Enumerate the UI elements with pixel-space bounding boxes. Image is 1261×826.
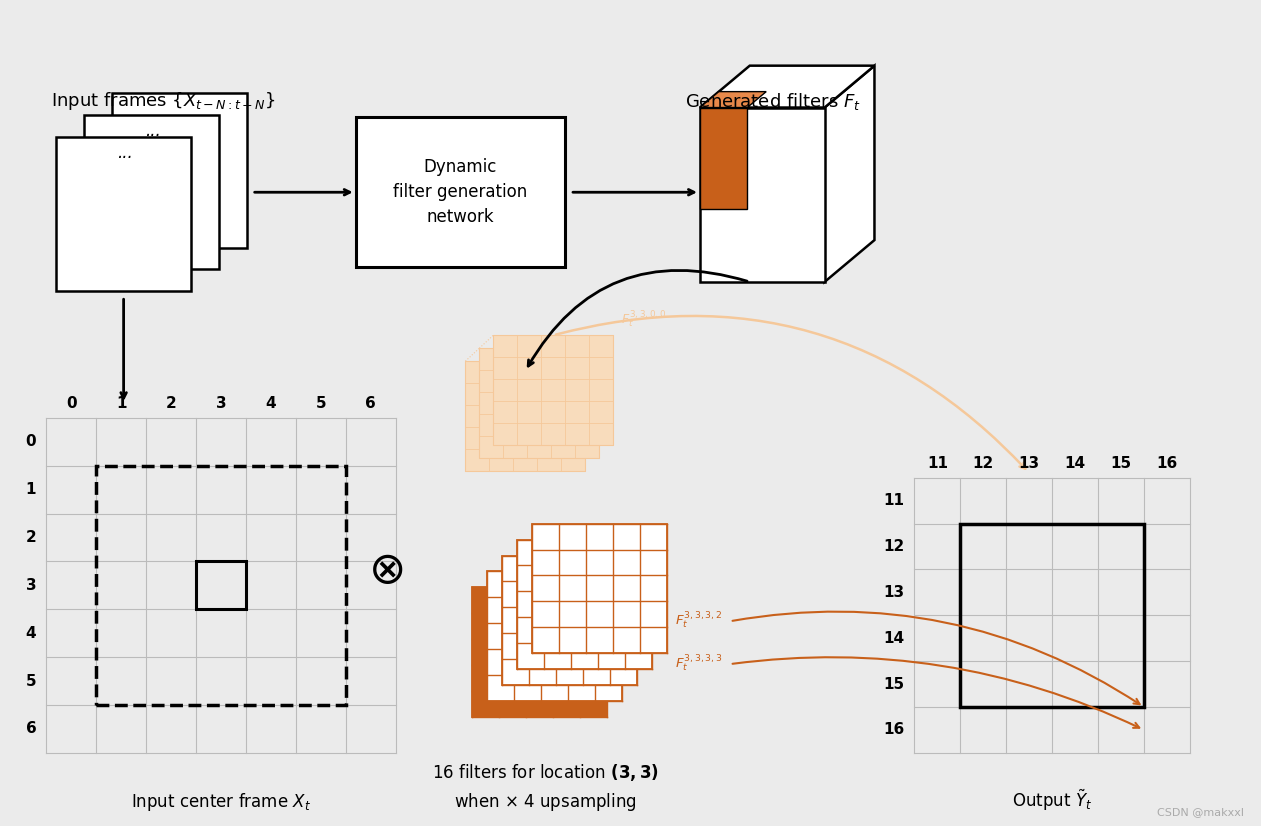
- Bar: [961, 524, 1144, 707]
- Text: Input frames $\{X_{t-N:t+N}\}$: Input frames $\{X_{t-N:t+N}\}$: [52, 90, 276, 112]
- Text: 12: 12: [972, 456, 994, 471]
- Text: 6: 6: [366, 396, 376, 411]
- Bar: [479, 349, 599, 458]
- Text: 5: 5: [25, 673, 37, 689]
- Text: 11: 11: [927, 456, 948, 471]
- Bar: [356, 117, 565, 267]
- Text: 2: 2: [25, 530, 37, 545]
- Text: Output $\tilde{Y}_t$: Output $\tilde{Y}_t$: [1011, 787, 1092, 813]
- Text: 6: 6: [25, 721, 37, 737]
- Text: $F_t^{3,3,3,3}$: $F_t^{3,3,3,3}$: [675, 654, 723, 674]
- Bar: [487, 572, 622, 701]
- Text: ...: ...: [145, 122, 160, 140]
- Polygon shape: [700, 92, 767, 107]
- Bar: [112, 93, 247, 248]
- Bar: [700, 107, 748, 209]
- Text: $\otimes$: $\otimes$: [368, 549, 404, 592]
- Text: 16 filters for location $\mathbf{(3,3)}$
when $\times$ 4 upsampling: 16 filters for location $\mathbf{(3,3)}$…: [431, 762, 658, 813]
- Text: ...: ...: [117, 145, 132, 162]
- Text: 1: 1: [25, 482, 37, 497]
- Text: Input center frame $X_t$: Input center frame $X_t$: [131, 790, 311, 813]
- Text: 4: 4: [25, 626, 37, 641]
- Bar: [502, 556, 637, 685]
- Polygon shape: [700, 66, 874, 107]
- Text: 2: 2: [165, 396, 177, 411]
- Bar: [84, 115, 219, 269]
- Text: 16: 16: [1156, 456, 1178, 471]
- Text: 11: 11: [884, 493, 904, 508]
- Bar: [493, 335, 613, 445]
- Text: 4: 4: [266, 396, 276, 411]
- Text: CSDN @makxxl: CSDN @makxxl: [1156, 807, 1243, 817]
- Text: $F_t^{3,3,0,0}$: $F_t^{3,3,0,0}$: [620, 310, 666, 330]
- Text: 13: 13: [883, 585, 904, 600]
- Text: 0: 0: [66, 396, 77, 411]
- Bar: [465, 361, 585, 471]
- Text: Dynamic
filter generation
network: Dynamic filter generation network: [393, 159, 527, 226]
- Bar: [517, 539, 652, 669]
- Bar: [700, 107, 825, 282]
- Text: 15: 15: [1111, 456, 1131, 471]
- Text: 5: 5: [315, 396, 327, 411]
- Bar: [473, 587, 607, 717]
- Bar: [57, 137, 190, 292]
- Text: 3: 3: [25, 578, 37, 593]
- Text: Generated filters $F_t$: Generated filters $F_t$: [685, 91, 861, 112]
- Text: 1: 1: [116, 396, 126, 411]
- Text: 14: 14: [883, 631, 904, 646]
- Text: 14: 14: [1064, 456, 1086, 471]
- Text: 13: 13: [1019, 456, 1039, 471]
- Text: 16: 16: [883, 723, 904, 738]
- Text: 12: 12: [883, 539, 904, 554]
- Text: $F_t^{3,3,3,2}$: $F_t^{3,3,3,2}$: [675, 611, 723, 631]
- Bar: [195, 562, 246, 610]
- Text: 0: 0: [25, 434, 37, 449]
- Polygon shape: [825, 66, 874, 282]
- Bar: [532, 524, 667, 653]
- Bar: [96, 466, 346, 705]
- Text: 3: 3: [216, 396, 226, 411]
- Text: 15: 15: [883, 676, 904, 691]
